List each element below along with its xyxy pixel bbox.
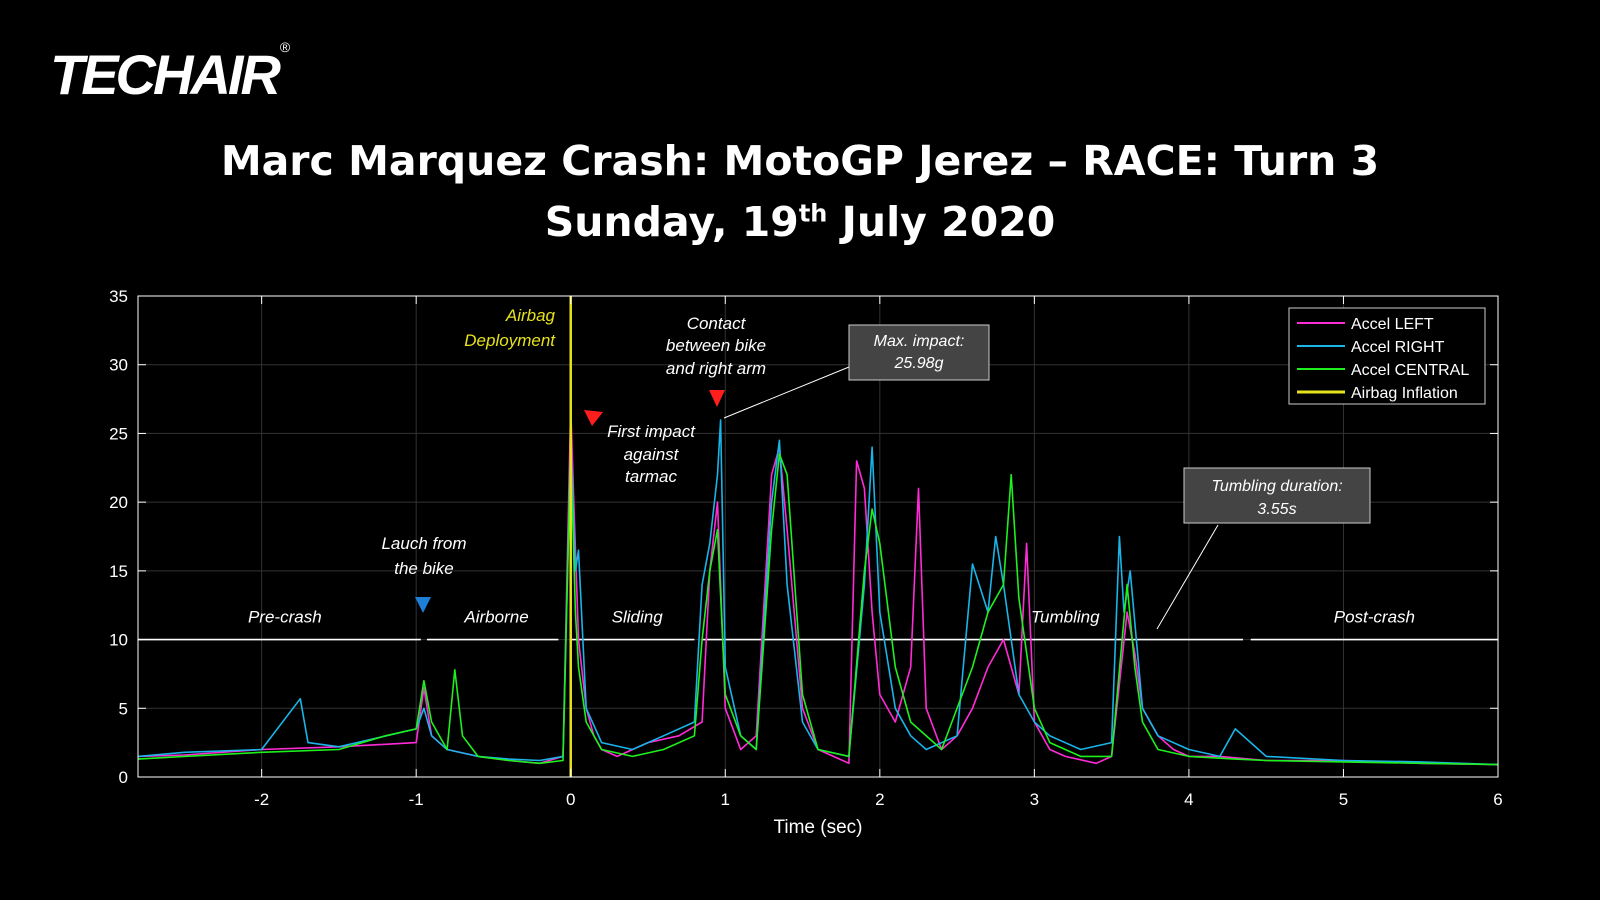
max-impact-callout: Max. impact: 25.98g <box>723 324 990 419</box>
x-tick-label: 0 <box>566 790 575 809</box>
max-impact-leader <box>723 366 850 419</box>
y-tick-label: 30 <box>109 356 128 375</box>
axis-ticks: -2 -1 0 1 2 3 4 5 6 0 5 10 15 20 25 30 35 <box>109 287 1503 809</box>
phase-line: Pre-crash Airborne Sliding Tumbling Post-cra… <box>138 608 1498 641</box>
x-tick-label: -1 <box>409 790 424 809</box>
page-subtitle: Sunday, 19th July 2020 <box>0 196 1600 248</box>
y-tick-label: 15 <box>109 562 128 581</box>
airbag-annotation-line2: Deployment <box>464 331 556 350</box>
techair-logo: TECHAIR ® <box>50 40 290 110</box>
x-tick-label: 1 <box>721 790 730 809</box>
tumbling-duration-callout: Tumbling duration: 3.55s <box>1156 467 1371 630</box>
launch-annotation-line2: the bike <box>394 559 454 578</box>
max-impact-line2: 25.98g <box>894 355 944 372</box>
x-tick-label: -2 <box>254 790 269 809</box>
legend-item-central: Accel CENTRAL <box>1351 362 1469 379</box>
tumbling-duration-line1: Tumbling duration: <box>1211 478 1342 495</box>
x-tick-label: 5 <box>1339 790 1348 809</box>
x-tick-label: 3 <box>1030 790 1039 809</box>
launch-annotation: Lauch from the bike <box>381 534 467 613</box>
airbag-annotation-line1: Airbag <box>505 306 556 325</box>
tumbling-duration-box <box>1183 467 1371 524</box>
legend-item-airbag: Airbag Inflation <box>1351 385 1458 402</box>
x-tick-label: 2 <box>875 790 884 809</box>
tumbling-duration-leader <box>1156 524 1219 630</box>
max-impact-line1: Max. impact: <box>874 333 965 350</box>
y-tick-label: 25 <box>109 424 128 443</box>
contact-arrow-icon <box>709 390 725 407</box>
contact-line3: and right arm <box>666 359 766 378</box>
max-impact-box <box>848 324 990 381</box>
y-tick-label: 35 <box>109 287 128 306</box>
launch-annotation-line1: Lauch from <box>381 534 466 553</box>
page-title: Marc Marquez Crash: MotoGP Jerez – RACE:… <box>220 137 1380 185</box>
subtitle-ordinal: th <box>798 199 828 228</box>
y-tick-label: 10 <box>109 631 128 650</box>
phase-label: Tumbling <box>1031 608 1100 627</box>
legend-item-left: Accel LEFT <box>1351 316 1434 333</box>
subtitle-month-year: July 2020 <box>827 198 1056 246</box>
phase-label: Post-crash <box>1334 608 1415 627</box>
first-impact-arrow-icon <box>584 410 603 426</box>
y-tick-label: 5 <box>119 699 128 718</box>
series-layer <box>137 405 1499 766</box>
first-impact-line2: against <box>624 445 680 464</box>
contact-line2: between bike <box>666 336 766 355</box>
first-impact-annotation: First impact against tarmac <box>584 410 696 486</box>
registered-mark: ® <box>279 39 291 55</box>
x-tick-label: 4 <box>1184 790 1193 809</box>
plot-frame <box>137 295 1499 778</box>
phase-label: Airborne <box>463 608 528 627</box>
legend-item-right: Accel RIGHT <box>1351 339 1445 356</box>
y-tick-label: 0 <box>119 768 128 787</box>
series-left <box>137 405 1499 766</box>
phase-label: Pre-crash <box>248 608 322 627</box>
first-impact-line3: tarmac <box>625 467 677 486</box>
x-tick-label: 6 <box>1493 790 1502 809</box>
airbag-deployment-annotation: Airbag Deployment <box>464 306 556 350</box>
subtitle-date: Sunday, 19 <box>544 198 799 246</box>
launch-arrow-icon <box>415 597 431 613</box>
logo-text: TECHAIR <box>50 43 281 106</box>
first-impact-line1: First impact <box>607 422 696 441</box>
contact-annotation: Contact between bike and right arm <box>666 314 766 407</box>
tumbling-duration-line2: 3.55s <box>1257 501 1296 518</box>
phase-label: Sliding <box>612 608 664 627</box>
y-tick-label: 20 <box>109 493 128 512</box>
contact-line1: Contact <box>687 314 747 333</box>
chart-legend: Accel LEFT Accel RIGHT Accel CENTRAL Air… <box>1288 307 1486 405</box>
series-central <box>137 446 1499 766</box>
x-axis-label: Time (sec) <box>773 817 862 838</box>
